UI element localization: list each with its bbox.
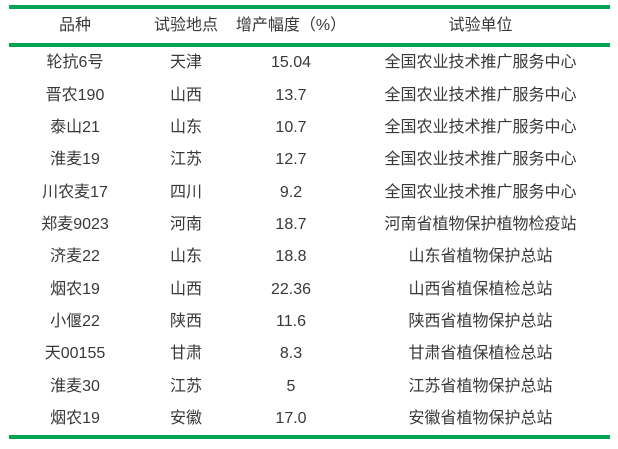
cell-unit: 全国农业技术推广服务中心 — [384, 54, 577, 72]
cell-location: 河南 — [169, 216, 202, 233]
cell-location: 安徽 — [169, 409, 202, 427]
cell-increase: 9.2 — [279, 183, 303, 201]
cell-variety: 川农麦17 — [42, 183, 108, 201]
table-bottom-rule — [9, 434, 610, 439]
table-row: 烟农19 安徽 17.0 安徽省植物保护总站 — [9, 403, 610, 435]
cell-increase: 5 — [286, 377, 296, 395]
cell-unit: 全国农业技术推广服务中心 — [384, 151, 577, 169]
cell-increase: 10.7 — [275, 119, 307, 137]
table-header-rule — [9, 43, 610, 47]
cell-increase: 8.3 — [279, 345, 303, 363]
cell-location: 江苏 — [169, 151, 202, 169]
cell-location: 江苏 — [169, 377, 202, 395]
cell-location: 山东 — [169, 119, 202, 137]
table-row: 泰山21 山东 10.7 全国农业技术推广服务中心 — [9, 112, 610, 144]
cell-unit: 江苏省植物保护总站 — [408, 377, 553, 395]
table-row: 郑麦9023 河南 18.7 河南省植物保护植物检疫站 — [9, 209, 610, 241]
cell-unit: 全国农业技术推广服务中心 — [384, 86, 577, 104]
cell-increase: 17.0 — [275, 409, 307, 427]
cell-increase: 11.6 — [276, 312, 306, 330]
cell-variety: 烟农19 — [50, 409, 100, 427]
cell-unit: 全国农业技术推广服务中心 — [384, 119, 577, 137]
table-row: 烟农19 山西 22.36 山西省植保植检总站 — [9, 273, 610, 305]
cell-variety: 郑麦9023 — [41, 216, 109, 233]
cell-variety: 淮麦30 — [50, 377, 100, 395]
table-top-rule — [9, 5, 610, 9]
table-row: 川农麦17 四川 9.2 全国农业技术推广服务中心 — [9, 176, 610, 208]
table-row: 济麦22 山东 18.8 山东省植物保护总站 — [9, 241, 610, 273]
cell-variety: 晋农190 — [45, 86, 105, 104]
table-row: 轮抗6号 天津 15.04 全国农业技术推广服务中心 — [9, 47, 610, 79]
cell-location: 山西 — [169, 280, 202, 298]
cell-unit: 全国农业技术推广服务中心 — [384, 183, 577, 201]
cell-increase: 15.04 — [270, 54, 312, 72]
cell-increase: 22.36 — [270, 280, 312, 298]
header-increase: 增产幅度（%） — [235, 17, 347, 35]
cell-variety: 济麦22 — [50, 248, 100, 266]
cell-location: 天津 — [169, 54, 202, 72]
trial-results-table: 品种 试验地点 增产幅度（%） 试验单位 轮抗6号 天津 15.04 全国农业技… — [9, 5, 610, 439]
cell-location: 山东 — [169, 248, 202, 266]
cell-increase: 18.7 — [275, 216, 307, 233]
cell-location: 四川 — [169, 183, 202, 201]
table-body: 轮抗6号 天津 15.04 全国农业技术推广服务中心 晋农190 山西 13.7… — [9, 47, 610, 435]
cell-unit: 山西省植保植检总站 — [408, 280, 553, 298]
table-row: 淮麦19 江苏 12.7 全国农业技术推广服务中心 — [9, 144, 610, 176]
cell-variety: 轮抗6号 — [46, 54, 104, 72]
cell-increase: 18.8 — [275, 248, 307, 266]
header-variety: 品种 — [58, 17, 91, 35]
header-unit: 试验单位 — [448, 17, 513, 35]
cell-variety: 小偃22 — [50, 312, 100, 330]
cell-location: 山西 — [169, 86, 202, 104]
cell-location: 陕西 — [169, 312, 202, 330]
cell-increase: 13.7 — [275, 86, 307, 104]
cell-variety: 淮麦19 — [50, 151, 100, 169]
table-row: 天00155 甘肃 8.3 甘肃省植保植检总站 — [9, 338, 610, 370]
cell-unit: 陕西省植物保护总站 — [408, 312, 553, 330]
cell-unit: 安徽省植物保护总站 — [408, 409, 553, 427]
cell-unit: 山东省植物保护总站 — [408, 248, 553, 266]
cell-increase: 12.7 — [275, 151, 307, 169]
cell-unit: 河南省植物保护植物检疫站 — [384, 216, 577, 233]
cell-location: 甘肃 — [169, 345, 202, 363]
cell-variety: 泰山21 — [50, 119, 100, 137]
cell-unit: 甘肃省植保植检总站 — [408, 345, 553, 363]
table-row: 淮麦30 江苏 5 江苏省植物保护总站 — [9, 370, 610, 402]
table-row: 小偃22 陕西 11.6 陕西省植物保护总站 — [9, 306, 610, 338]
header-location: 试验地点 — [153, 17, 218, 35]
table-header-row: 品种 试验地点 增产幅度（%） 试验单位 — [9, 9, 610, 43]
cell-variety: 天00155 — [44, 345, 106, 363]
cell-variety: 烟农19 — [50, 280, 100, 298]
table-row: 晋农190 山西 13.7 全国农业技术推广服务中心 — [9, 79, 610, 111]
